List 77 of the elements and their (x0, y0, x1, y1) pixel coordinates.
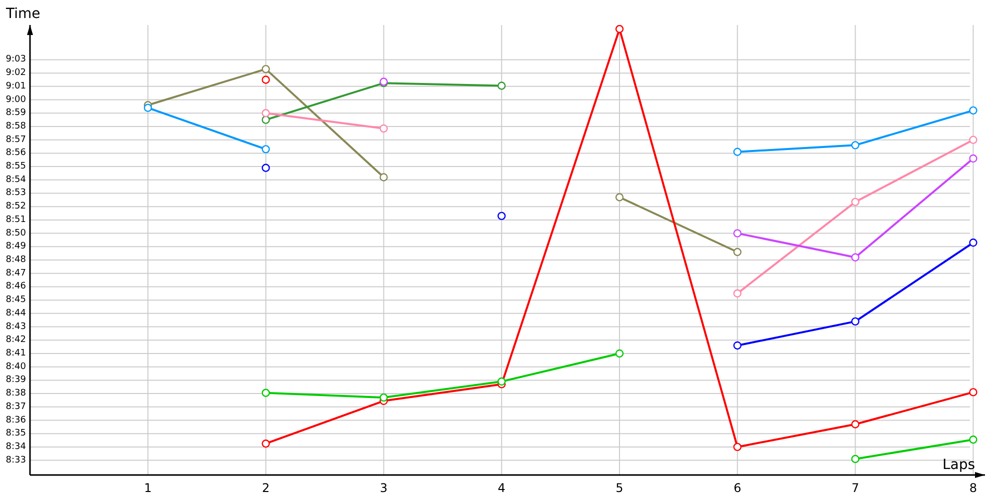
x-tick-label: 1 (144, 481, 152, 495)
y-tick-label: 8:49 (6, 242, 26, 252)
point (851, 141, 860, 150)
point (262, 76, 270, 84)
point (851, 454, 860, 464)
point (733, 248, 742, 256)
y-tick-label: 8:46 (6, 282, 26, 292)
point (733, 148, 742, 156)
y-tick-label: 8:34 (6, 442, 26, 452)
y-tick-label: 8:37 (6, 402, 26, 412)
point (262, 109, 270, 118)
y-tick-label: 8:40 (6, 362, 26, 372)
y-tick-label: 8:58 (6, 121, 26, 132)
y-tick-label: 8:41 (6, 348, 26, 358)
point (615, 349, 624, 358)
x-tick-label: 4 (498, 481, 506, 495)
point (380, 124, 388, 133)
point (851, 420, 860, 428)
point (969, 238, 978, 247)
y-axis-title: Time (5, 6, 40, 22)
point (851, 198, 860, 206)
y-tick-label: 8:38 (6, 388, 26, 399)
point (262, 440, 270, 448)
y-tick-label: 8:33 (6, 455, 26, 466)
point (262, 116, 270, 124)
point (498, 212, 506, 220)
y-tick-label: 8:55 (6, 162, 26, 172)
point (969, 106, 978, 115)
point (851, 317, 860, 326)
y-tick-label: 9:01 (6, 81, 26, 92)
y-tick-label: 8:50 (6, 228, 26, 238)
point (733, 289, 742, 298)
x-tick-label: 7 (851, 481, 860, 495)
point (144, 104, 152, 112)
y-tick-label: 8:36 (6, 415, 26, 426)
point (262, 64, 270, 74)
y-tick-label: 8:35 (6, 428, 26, 439)
point (969, 154, 978, 163)
point (969, 436, 978, 444)
y-tick-label: 8:39 (6, 375, 26, 386)
y-tick-label: 9:03 (6, 54, 26, 65)
y-tick-label: 8:52 (6, 202, 26, 212)
point (969, 136, 978, 144)
y-tick-label: 9:02 (6, 68, 26, 78)
y-tick-label: 8:42 (6, 335, 26, 346)
x-tick-label: 3 (380, 481, 388, 495)
y-tick-label: 9:00 (6, 94, 26, 105)
y-tick-label: 8:45 (6, 295, 26, 306)
y-tick-label: 8:48 (6, 255, 26, 266)
y-tick-label: 8:56 (6, 148, 26, 158)
x-tick-label: 5 (616, 481, 624, 495)
point (851, 253, 860, 262)
y-tick-label: 8:54 (6, 174, 26, 185)
x-tick-label: 2 (262, 481, 270, 495)
point (969, 388, 978, 396)
point (262, 164, 270, 172)
point (262, 388, 270, 397)
point (615, 25, 624, 34)
point (380, 393, 388, 402)
point (498, 377, 506, 386)
y-tick-label: 8:44 (6, 308, 26, 318)
x-axis-title: Laps (942, 457, 975, 473)
y-tick-label: 8:43 (6, 322, 26, 332)
point (498, 82, 506, 90)
y-tick-label: 8:59 (6, 108, 26, 118)
point (380, 173, 388, 182)
point (615, 193, 624, 202)
y-tick-label: 8:51 (6, 214, 26, 225)
point (733, 442, 742, 452)
y-tick-label: 8:47 (6, 268, 26, 278)
x-tick-label: 8 (969, 481, 978, 495)
point (733, 341, 742, 350)
x-tick-label: 6 (734, 481, 742, 495)
y-tick-label: 8:57 (6, 134, 26, 145)
point (262, 145, 270, 154)
y-tick-label: 8:53 (6, 188, 26, 198)
point (733, 229, 742, 238)
